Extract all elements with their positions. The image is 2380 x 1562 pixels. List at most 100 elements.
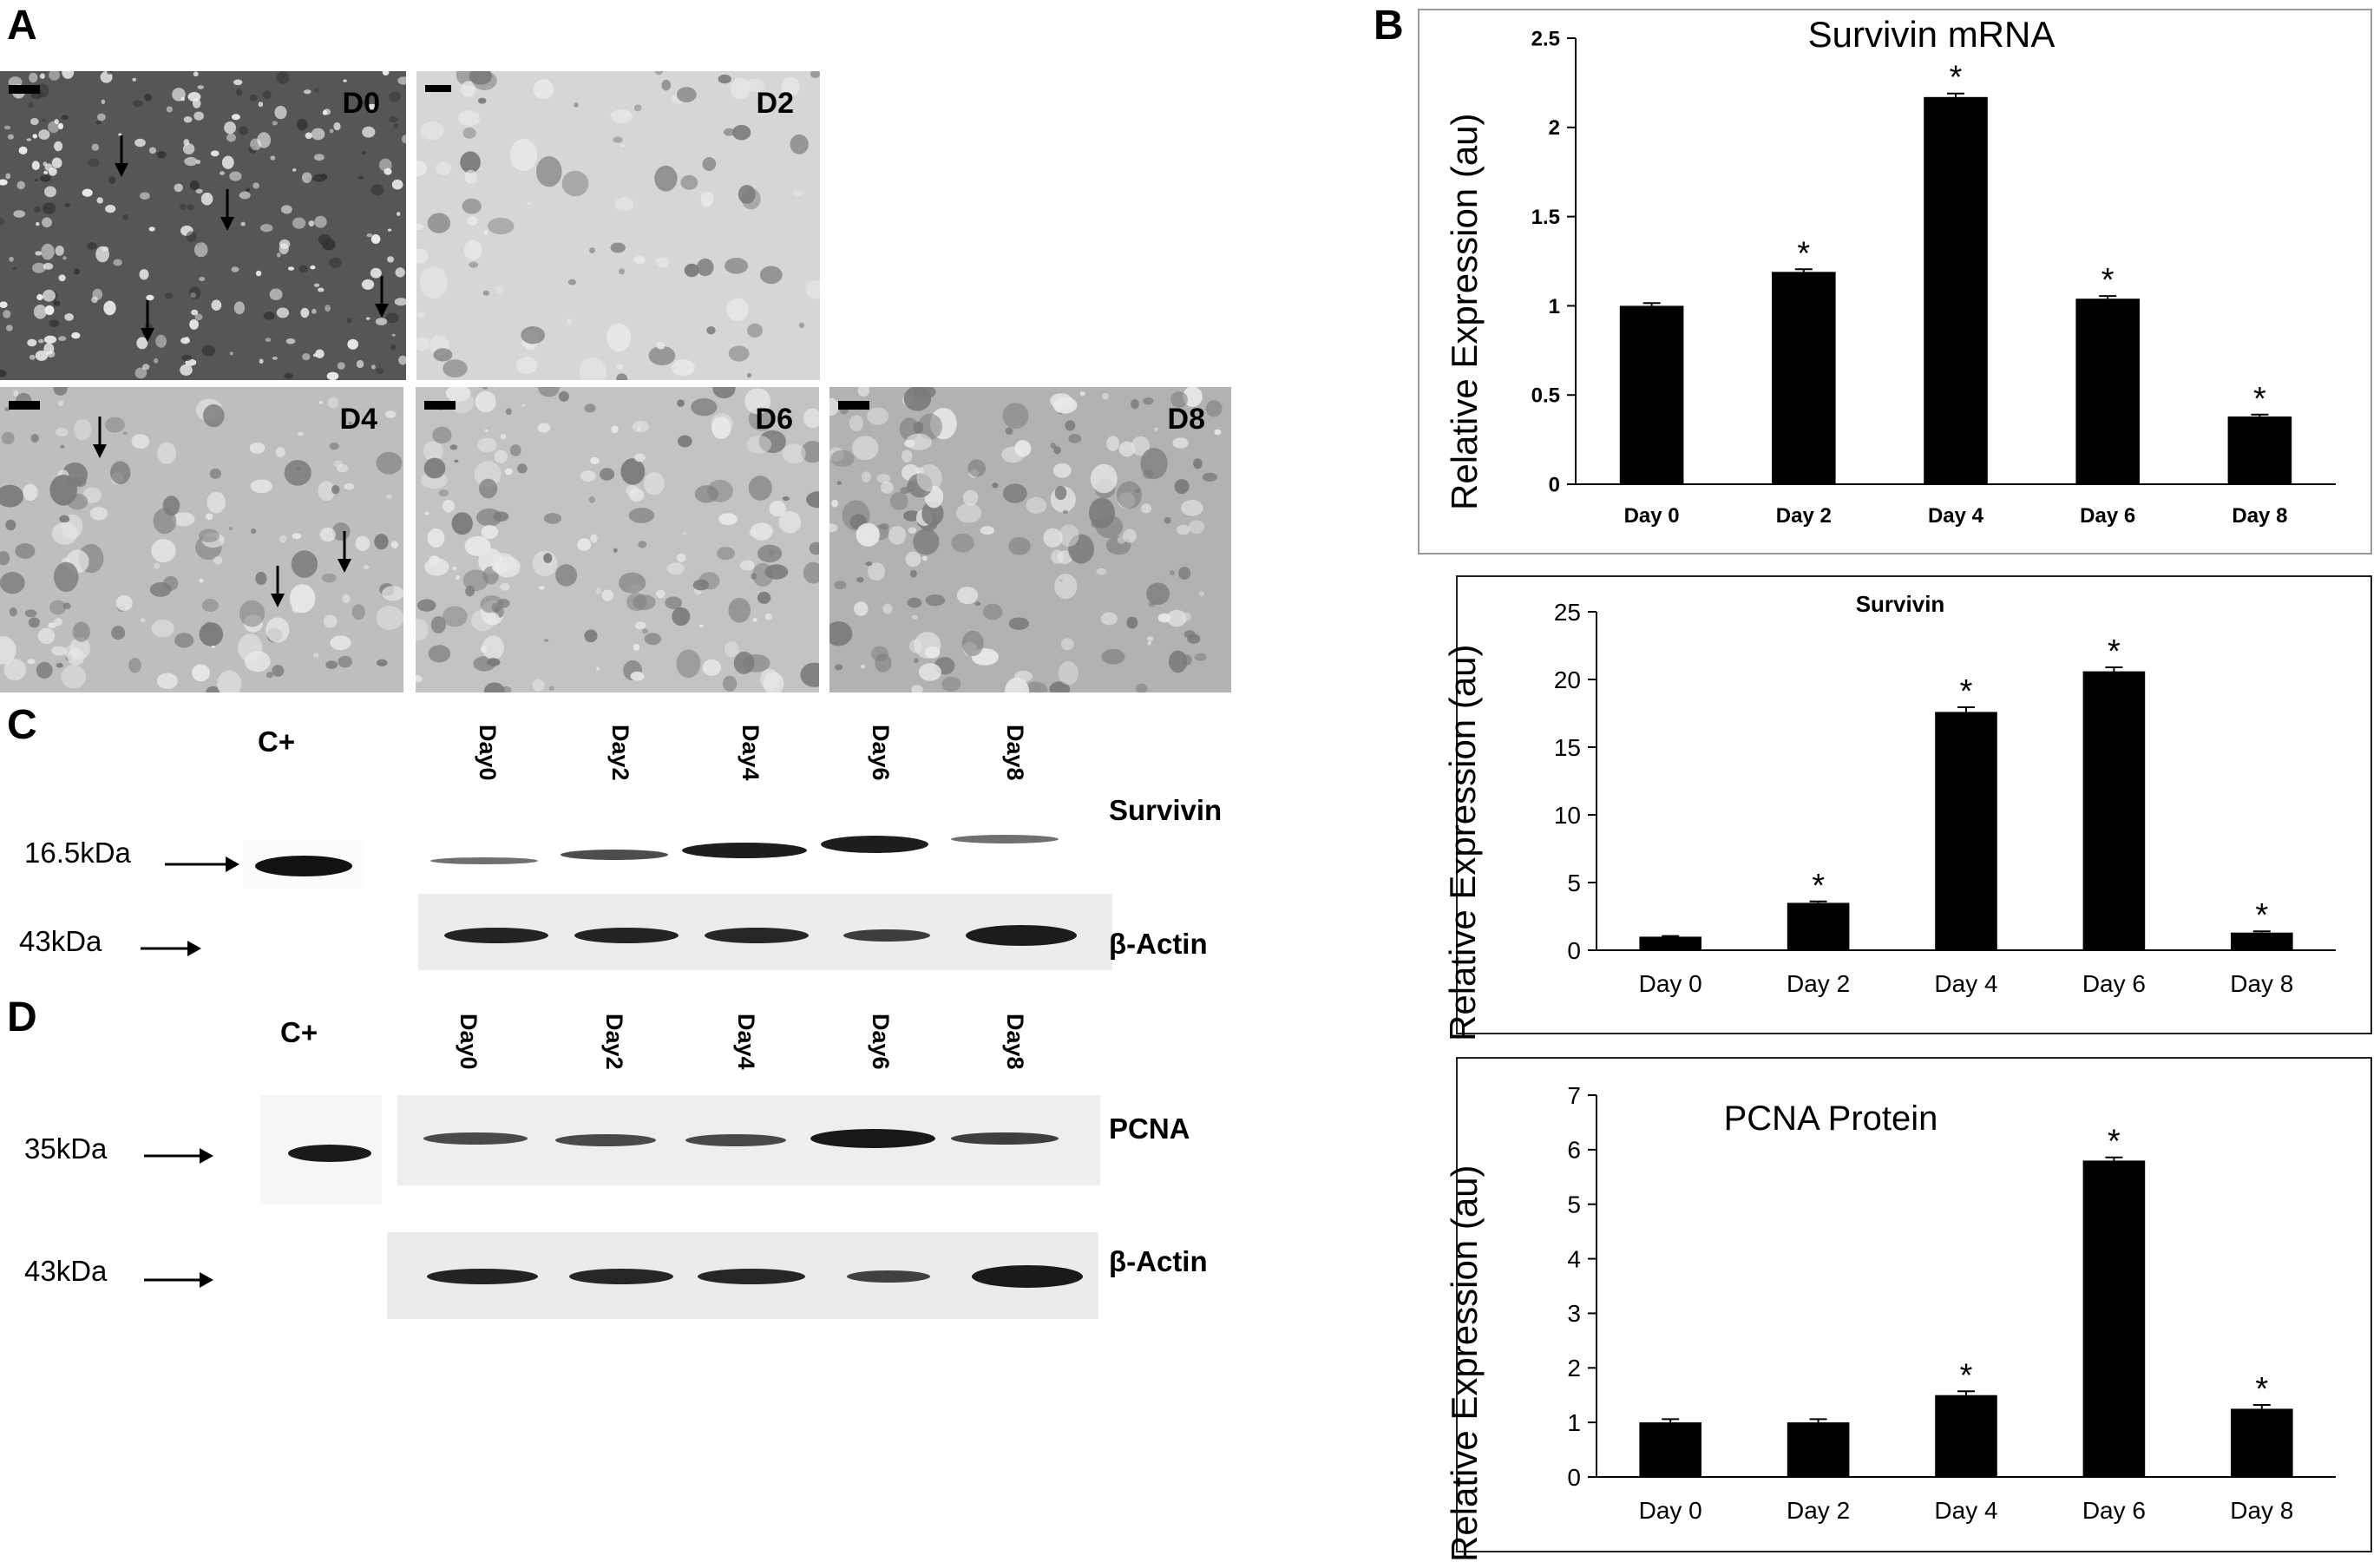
bar: [1935, 1395, 1997, 1477]
y-tick-label: 0: [1567, 937, 1581, 964]
y-tick-label: 1: [1549, 295, 1560, 318]
chart-survivin-protein-svg: 0 5 10 15 20 25 Survivin Day 0 * Day 2 * Day 4 * Day …: [1554, 591, 2336, 997]
y-tick-label: 5: [1567, 870, 1581, 896]
x-tick-label: Day 4: [1928, 504, 1984, 528]
bar: [2231, 1408, 2293, 1477]
y-tick-label: 1.5: [1531, 206, 1560, 229]
blot-c-lane-label: Day8: [1002, 725, 1028, 781]
bar: [2075, 299, 2140, 484]
x-tick-label: Day 4: [1934, 1497, 1997, 1524]
bar: [1787, 902, 1850, 950]
micrograph-label: D8: [1167, 403, 1205, 436]
arrow-right-icon: [141, 941, 201, 956]
scale-bar: [9, 85, 40, 94]
blot-d-pcna-strip: [397, 1095, 1100, 1185]
chart-pcna-protein: 0 1 2 3 4 5 6 7 PCNA Protein Day 0 Day 2 * Day 4 * Day…: [1456, 1057, 2372, 1552]
scale-bar: [838, 401, 869, 410]
x-tick-label: Day 0: [1639, 1497, 1702, 1524]
bar: [1772, 272, 1836, 484]
chart-title: PCNA Protein: [1724, 1099, 1938, 1138]
significance-marker: *: [1960, 673, 1973, 710]
blot-c-protein-survivin: Survivin: [1109, 794, 1223, 826]
y-tick-label: 0.5: [1531, 384, 1560, 408]
y-tick-label: 1: [1567, 1409, 1581, 1436]
significance-marker: *: [2108, 633, 2121, 670]
x-tick-label: Day 8: [2232, 504, 2287, 528]
bar: [1924, 96, 1988, 485]
blot-d-protein-actin: β-Actin: [1109, 1245, 1208, 1277]
blot-d-protein-pcna: PCNA: [1109, 1112, 1190, 1145]
bar: [1619, 305, 1684, 484]
blot-c-lane-label: Day2: [607, 725, 633, 781]
y-axis-label: Relative Expression (au): [1442, 644, 1483, 1041]
x-tick-label: Day 2: [1776, 504, 1832, 528]
blot-c-kda-actin: 43kDa: [19, 925, 102, 957]
blot-d-kda-actin: 43kDa: [24, 1255, 108, 1287]
blot-d-kda-pcna: 35kDa: [24, 1132, 108, 1165]
blot-c-actin-strip: [418, 894, 1112, 970]
micrograph-d2: D2: [416, 71, 820, 380]
blot-d-actin-strip: [387, 1232, 1098, 1319]
bar: [2082, 1160, 2146, 1477]
bar: [1935, 712, 1997, 950]
blot-d-lane-label: Day0: [456, 1014, 482, 1070]
micrograph-label: D6: [755, 403, 793, 436]
y-tick-label: 0: [1567, 1464, 1581, 1491]
significance-marker: *: [2101, 262, 2114, 299]
x-tick-label: Day 6: [2080, 504, 2135, 528]
x-tick-label: Day 2: [1787, 1497, 1850, 1524]
micrograph-texture: [0, 387, 403, 692]
blot-c-lane-label: Day4: [738, 725, 764, 781]
micrograph-texture: [829, 387, 1231, 692]
significance-marker: *: [1960, 1357, 1973, 1394]
y-tick-label: 15: [1554, 734, 1581, 761]
micrograph-texture: [416, 387, 819, 692]
significance-marker: *: [1797, 235, 1810, 272]
blot-c-protein-actin: β-Actin: [1109, 928, 1208, 960]
x-tick-label: Day 6: [2082, 1497, 2146, 1524]
micrograph-d6: D6: [416, 387, 819, 692]
y-tick-label: 2.5: [1531, 27, 1560, 50]
blot-d-control-band: [260, 1095, 382, 1204]
blot-c-lane-label: Day6: [868, 725, 894, 781]
micrograph-texture: [0, 71, 406, 380]
arrow-right-icon: [165, 856, 239, 872]
y-tick-label: 4: [1567, 1245, 1581, 1272]
chart-survivin-mrna: 0 0.5 1 1.5 2 2.5 Survivin mRNA Day 0 * Day 2 * Day…: [1418, 9, 2372, 555]
y-tick-label: 5: [1567, 1191, 1581, 1218]
micrograph-d0: D0: [0, 71, 406, 380]
y-tick-label: 25: [1554, 599, 1581, 626]
blot-d-lane-label: Day8: [1002, 1014, 1028, 1070]
significance-marker: *: [1950, 60, 1963, 96]
bar: [1639, 936, 1701, 950]
blot-c-control-label: C+: [258, 725, 296, 758]
y-tick-label: 20: [1554, 666, 1581, 693]
scale-bar: [425, 85, 451, 92]
scale-bar: [9, 401, 40, 410]
blot-c-survivin-strip: [415, 816, 1109, 876]
panel-letter-c: C: [7, 702, 37, 748]
significance-marker: *: [2255, 1371, 2268, 1408]
scale-bar: [424, 401, 456, 410]
y-axis-label: Relative Expression (au): [1444, 1165, 1485, 1562]
bar: [2227, 416, 2292, 484]
y-tick-label: 2: [1567, 1355, 1581, 1382]
arrow-right-icon: [144, 1272, 213, 1288]
x-tick-label: Day 0: [1639, 970, 1702, 997]
y-tick-label: 2: [1549, 116, 1560, 140]
significance-marker: *: [1812, 868, 1825, 904]
x-tick-label: Day 8: [2230, 1497, 2293, 1524]
y-axis-label: Relative Expression (au): [1444, 113, 1485, 510]
significance-marker: *: [2253, 381, 2266, 417]
micrograph-texture: [416, 71, 820, 380]
x-tick-label: Day 4: [1934, 970, 1997, 997]
x-tick-label: Day 6: [2082, 970, 2146, 997]
y-tick-label: 7: [1567, 1082, 1581, 1109]
panel-letter-b: B: [1374, 3, 1404, 49]
significance-marker: *: [2108, 1124, 2121, 1160]
x-tick-label: Day 0: [1624, 504, 1680, 528]
micrograph-label: D4: [339, 403, 377, 436]
bar: [2231, 932, 2293, 950]
chart-survivin-mrna-svg: 0 0.5 1 1.5 2 2.5 Survivin mRNA Day 0 * Day 2 * Day…: [1531, 14, 2336, 528]
micrograph-label: D0: [342, 87, 380, 120]
